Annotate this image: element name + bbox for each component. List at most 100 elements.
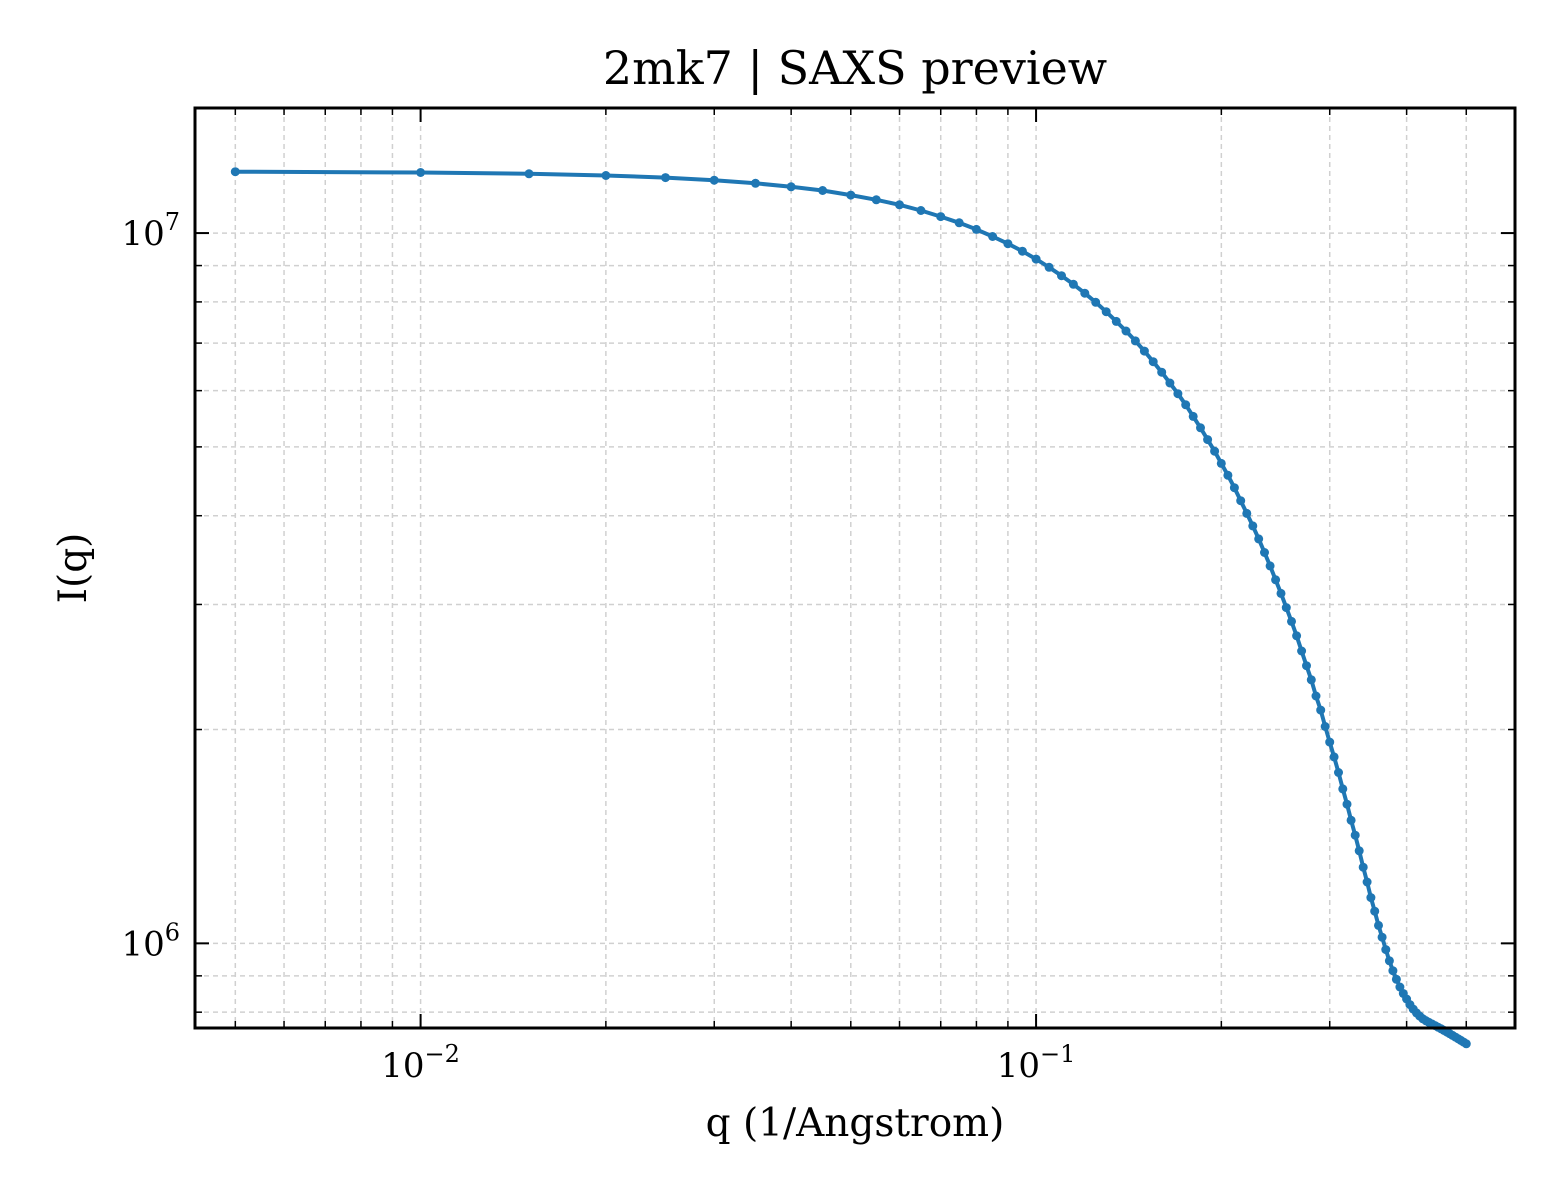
grid: [195, 108, 1515, 1028]
data-point: [1358, 862, 1368, 872]
y-tick-label: 106: [121, 918, 180, 964]
x-tick-label-exp: −2: [425, 1040, 460, 1068]
data-point: [524, 169, 534, 179]
data-point: [1461, 1039, 1471, 1049]
y-tick-label-exp: 6: [165, 918, 180, 946]
data-point: [1362, 877, 1372, 887]
data-point: [1338, 784, 1348, 794]
x-axis-label: q (1/Angstrom): [706, 1101, 1005, 1146]
data-point: [416, 168, 426, 177]
data-point: [601, 171, 611, 180]
data-point: [786, 182, 796, 192]
data-point: [1329, 752, 1339, 762]
data-point: [1346, 815, 1356, 825]
data-point: [1306, 675, 1316, 685]
y-tick-label-base: 10: [121, 924, 164, 964]
y-axis-label: I(q): [51, 533, 96, 604]
data-point: [1157, 367, 1167, 377]
data-point: [1384, 956, 1394, 966]
data-point: [1229, 483, 1239, 493]
data-point: [1080, 288, 1090, 298]
data-point: [1173, 389, 1183, 399]
y-tick-label: 107: [121, 208, 180, 254]
data-point: [1374, 920, 1383, 930]
data-point: [954, 218, 964, 228]
plot-frame: [193, 106, 1517, 1030]
data-point: [1350, 830, 1360, 840]
data-point: [1148, 357, 1158, 367]
data-point: [895, 200, 904, 210]
data-point: [1139, 346, 1149, 356]
data-point: [971, 224, 981, 234]
data-point: [1281, 603, 1291, 613]
data-point: [1196, 423, 1205, 433]
data-point: [1091, 297, 1101, 307]
data-point: [709, 175, 719, 185]
data-point: [1320, 722, 1330, 731]
data-point: [1271, 575, 1281, 585]
data-point: [1101, 307, 1111, 317]
y-tick-label-exp: 7: [165, 208, 180, 236]
data-point: [846, 190, 856, 200]
data-point: [1044, 262, 1054, 272]
data-point: [1334, 768, 1343, 777]
data-point: [1287, 616, 1296, 626]
data-point: [1311, 691, 1321, 701]
data-point: [1354, 846, 1364, 856]
data-point: [1130, 336, 1140, 346]
x-tick-label: 10−1: [997, 1040, 1076, 1086]
data-point: [1370, 906, 1380, 916]
data-point: [1057, 271, 1066, 281]
data-point: [871, 195, 881, 205]
data-point: [1388, 966, 1398, 976]
data-point: [916, 206, 926, 215]
y-tick-label-base: 10: [121, 214, 164, 254]
axis-ticks: [195, 108, 1515, 1028]
data-point: [751, 178, 760, 188]
data-point: [1188, 411, 1198, 421]
data-point: [1242, 508, 1252, 518]
data-point: [1254, 534, 1264, 544]
data-point: [1297, 646, 1307, 656]
data-point: [1017, 246, 1027, 256]
data-point: [1223, 470, 1233, 480]
data-point: [1210, 446, 1220, 456]
data-point: [936, 212, 946, 222]
data-point: [818, 186, 828, 195]
data-point: [1248, 521, 1258, 531]
data-point: [1265, 561, 1275, 571]
data-point: [1302, 661, 1311, 671]
data-point: [1121, 326, 1131, 336]
data-point: [1366, 893, 1376, 903]
x-tick-label: 10−2: [381, 1040, 460, 1086]
data-point: [1316, 705, 1326, 715]
data-point: [1216, 458, 1226, 468]
data-point: [1236, 496, 1246, 506]
x-tick-label-base: 10: [381, 1046, 424, 1086]
data-point: [1111, 316, 1121, 326]
data-point: [1003, 239, 1013, 249]
data-point: [1381, 945, 1391, 955]
x-tick-label-base: 10: [997, 1046, 1040, 1086]
data-point: [230, 167, 240, 177]
data-point: [988, 232, 998, 241]
data-point: [1165, 378, 1175, 388]
data-point: [1325, 737, 1335, 747]
data-point: [1276, 588, 1286, 598]
data-point: [1031, 254, 1041, 264]
data-point: [1292, 631, 1302, 641]
data-point: [1377, 932, 1387, 942]
data-point: [1068, 279, 1078, 289]
data-point: [1260, 548, 1269, 557]
data-point: [1203, 435, 1213, 445]
data-point: [1181, 400, 1191, 410]
data-point: [1342, 799, 1352, 809]
data-point: [1391, 974, 1401, 984]
chart-title: 2mk7 | SAXS preview: [603, 41, 1107, 95]
series-layer: [230, 167, 1471, 1049]
data-point: [661, 173, 670, 183]
x-tick-label-exp: −1: [1040, 1040, 1075, 1068]
